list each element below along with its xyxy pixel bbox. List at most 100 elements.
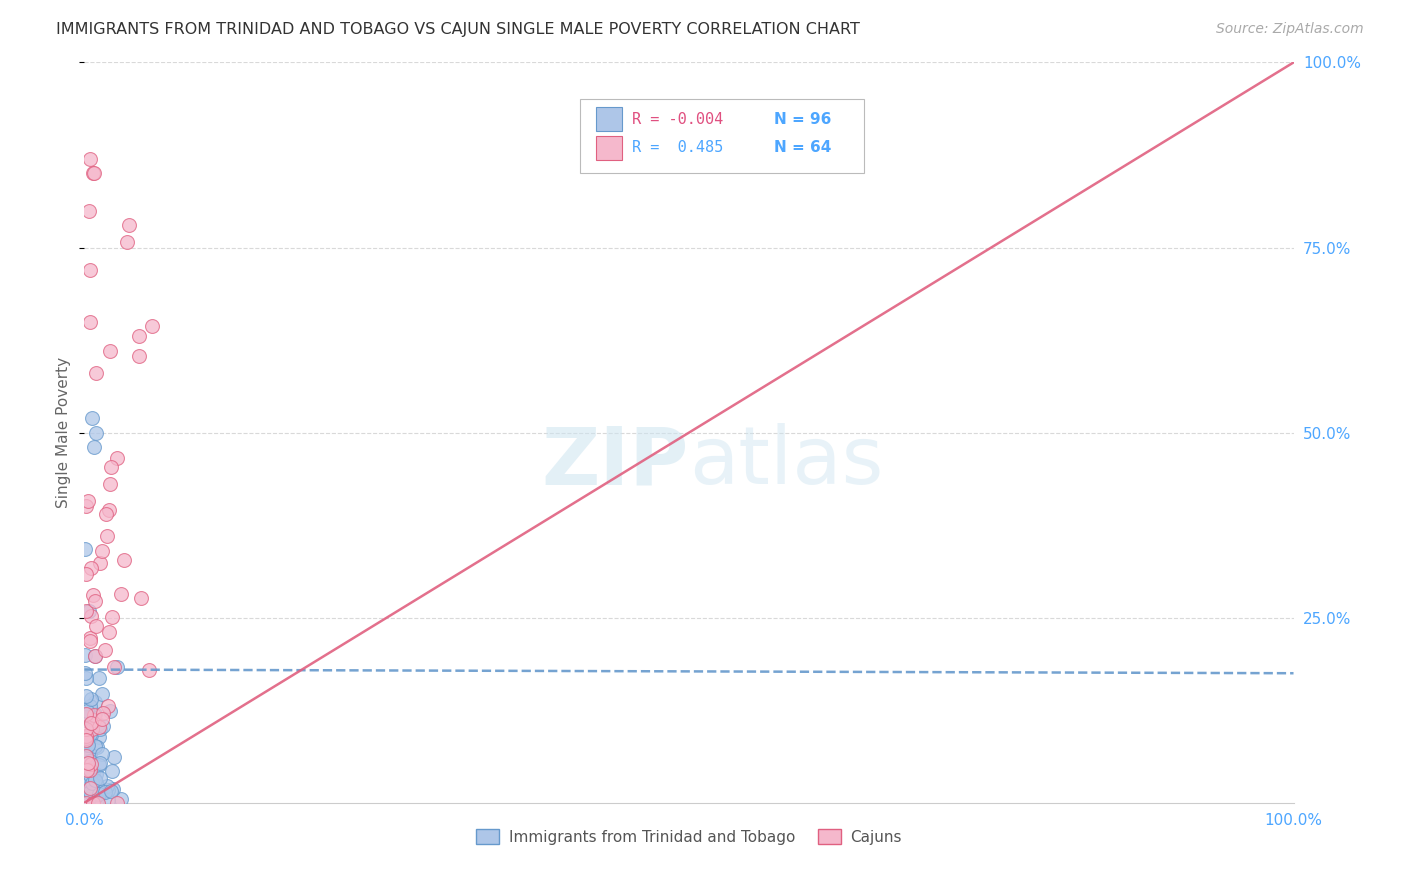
Point	[103, 749, 125, 764]
Point	[98, 624, 121, 639]
Point	[80, 772, 103, 787]
Point	[79, 780, 101, 795]
Point	[75, 772, 97, 787]
Point	[82, 795, 104, 809]
Point	[98, 476, 121, 491]
Point	[87, 787, 110, 801]
Point	[91, 706, 114, 720]
Point	[80, 756, 103, 771]
Point	[79, 699, 101, 714]
Point	[80, 713, 103, 727]
Point	[98, 503, 121, 517]
Point	[86, 793, 108, 807]
Point	[84, 649, 107, 664]
Point	[105, 796, 128, 810]
Point	[79, 262, 101, 277]
Point	[84, 773, 107, 788]
Point	[75, 751, 97, 765]
Point	[110, 792, 132, 806]
Point	[105, 450, 128, 465]
Point	[75, 689, 97, 703]
Point	[100, 459, 122, 474]
Text: IMMIGRANTS FROM TRINIDAD AND TOBAGO VS CAJUN SINGLE MALE POVERTY CORRELATION CHA: IMMIGRANTS FROM TRINIDAD AND TOBAGO VS C…	[56, 22, 860, 37]
Legend: Immigrants from Trinidad and Tobago, Cajuns: Immigrants from Trinidad and Tobago, Caj…	[471, 823, 907, 851]
Point	[75, 713, 97, 727]
Point	[87, 672, 110, 686]
Point	[79, 796, 101, 810]
Point	[79, 788, 101, 802]
Point	[89, 722, 111, 736]
Point	[80, 723, 103, 737]
Point	[73, 541, 96, 556]
Point	[80, 789, 103, 803]
Point	[98, 343, 121, 358]
Point	[82, 166, 104, 180]
Point	[75, 710, 97, 724]
Text: Source: ZipAtlas.com: Source: ZipAtlas.com	[1216, 22, 1364, 37]
Point	[80, 410, 103, 425]
Point	[75, 707, 97, 722]
Point	[80, 776, 103, 790]
Point	[97, 793, 120, 807]
Point	[76, 730, 98, 744]
Point	[75, 734, 97, 748]
Point	[79, 768, 101, 782]
Point	[84, 775, 107, 789]
Point	[77, 781, 100, 796]
Point	[93, 643, 115, 657]
Point	[73, 665, 96, 680]
Point	[141, 319, 163, 334]
Point	[103, 782, 125, 797]
FancyBboxPatch shape	[596, 107, 623, 131]
Point	[83, 707, 105, 722]
Point	[128, 349, 150, 363]
Point	[86, 740, 108, 755]
Point	[75, 499, 97, 513]
Point	[87, 757, 110, 772]
Point	[77, 784, 100, 798]
Point	[101, 609, 124, 624]
Point	[77, 203, 100, 218]
Point	[73, 767, 96, 781]
Point	[84, 706, 107, 721]
Text: R = -0.004: R = -0.004	[633, 112, 723, 127]
Point	[82, 789, 104, 803]
Point	[105, 660, 128, 674]
Point	[91, 687, 114, 701]
Point	[76, 704, 98, 718]
Point	[86, 367, 108, 381]
Point	[77, 796, 100, 810]
Text: atlas: atlas	[689, 423, 883, 501]
Point	[79, 755, 101, 769]
Point	[79, 785, 101, 799]
Point	[75, 732, 97, 747]
Point	[77, 786, 100, 800]
Point	[138, 664, 160, 678]
Point	[110, 587, 132, 601]
Point	[75, 796, 97, 810]
Text: R =  0.485: R = 0.485	[633, 140, 723, 155]
Point	[75, 722, 97, 736]
Point	[77, 786, 100, 800]
Point	[84, 619, 107, 633]
Point	[79, 631, 101, 645]
Point	[76, 493, 98, 508]
Point	[100, 784, 122, 798]
Point	[80, 789, 103, 803]
Point	[79, 763, 101, 777]
Point	[77, 604, 100, 618]
Point	[79, 691, 101, 706]
Point	[75, 567, 97, 582]
Point	[82, 589, 104, 603]
Point	[77, 710, 100, 724]
Point	[79, 747, 101, 762]
Point	[94, 785, 117, 799]
Point	[91, 747, 114, 761]
Point	[77, 794, 100, 808]
Point	[118, 218, 141, 232]
Point	[79, 794, 101, 808]
Point	[83, 648, 105, 663]
Point	[80, 609, 103, 624]
Point	[79, 795, 101, 809]
Point	[75, 767, 97, 781]
